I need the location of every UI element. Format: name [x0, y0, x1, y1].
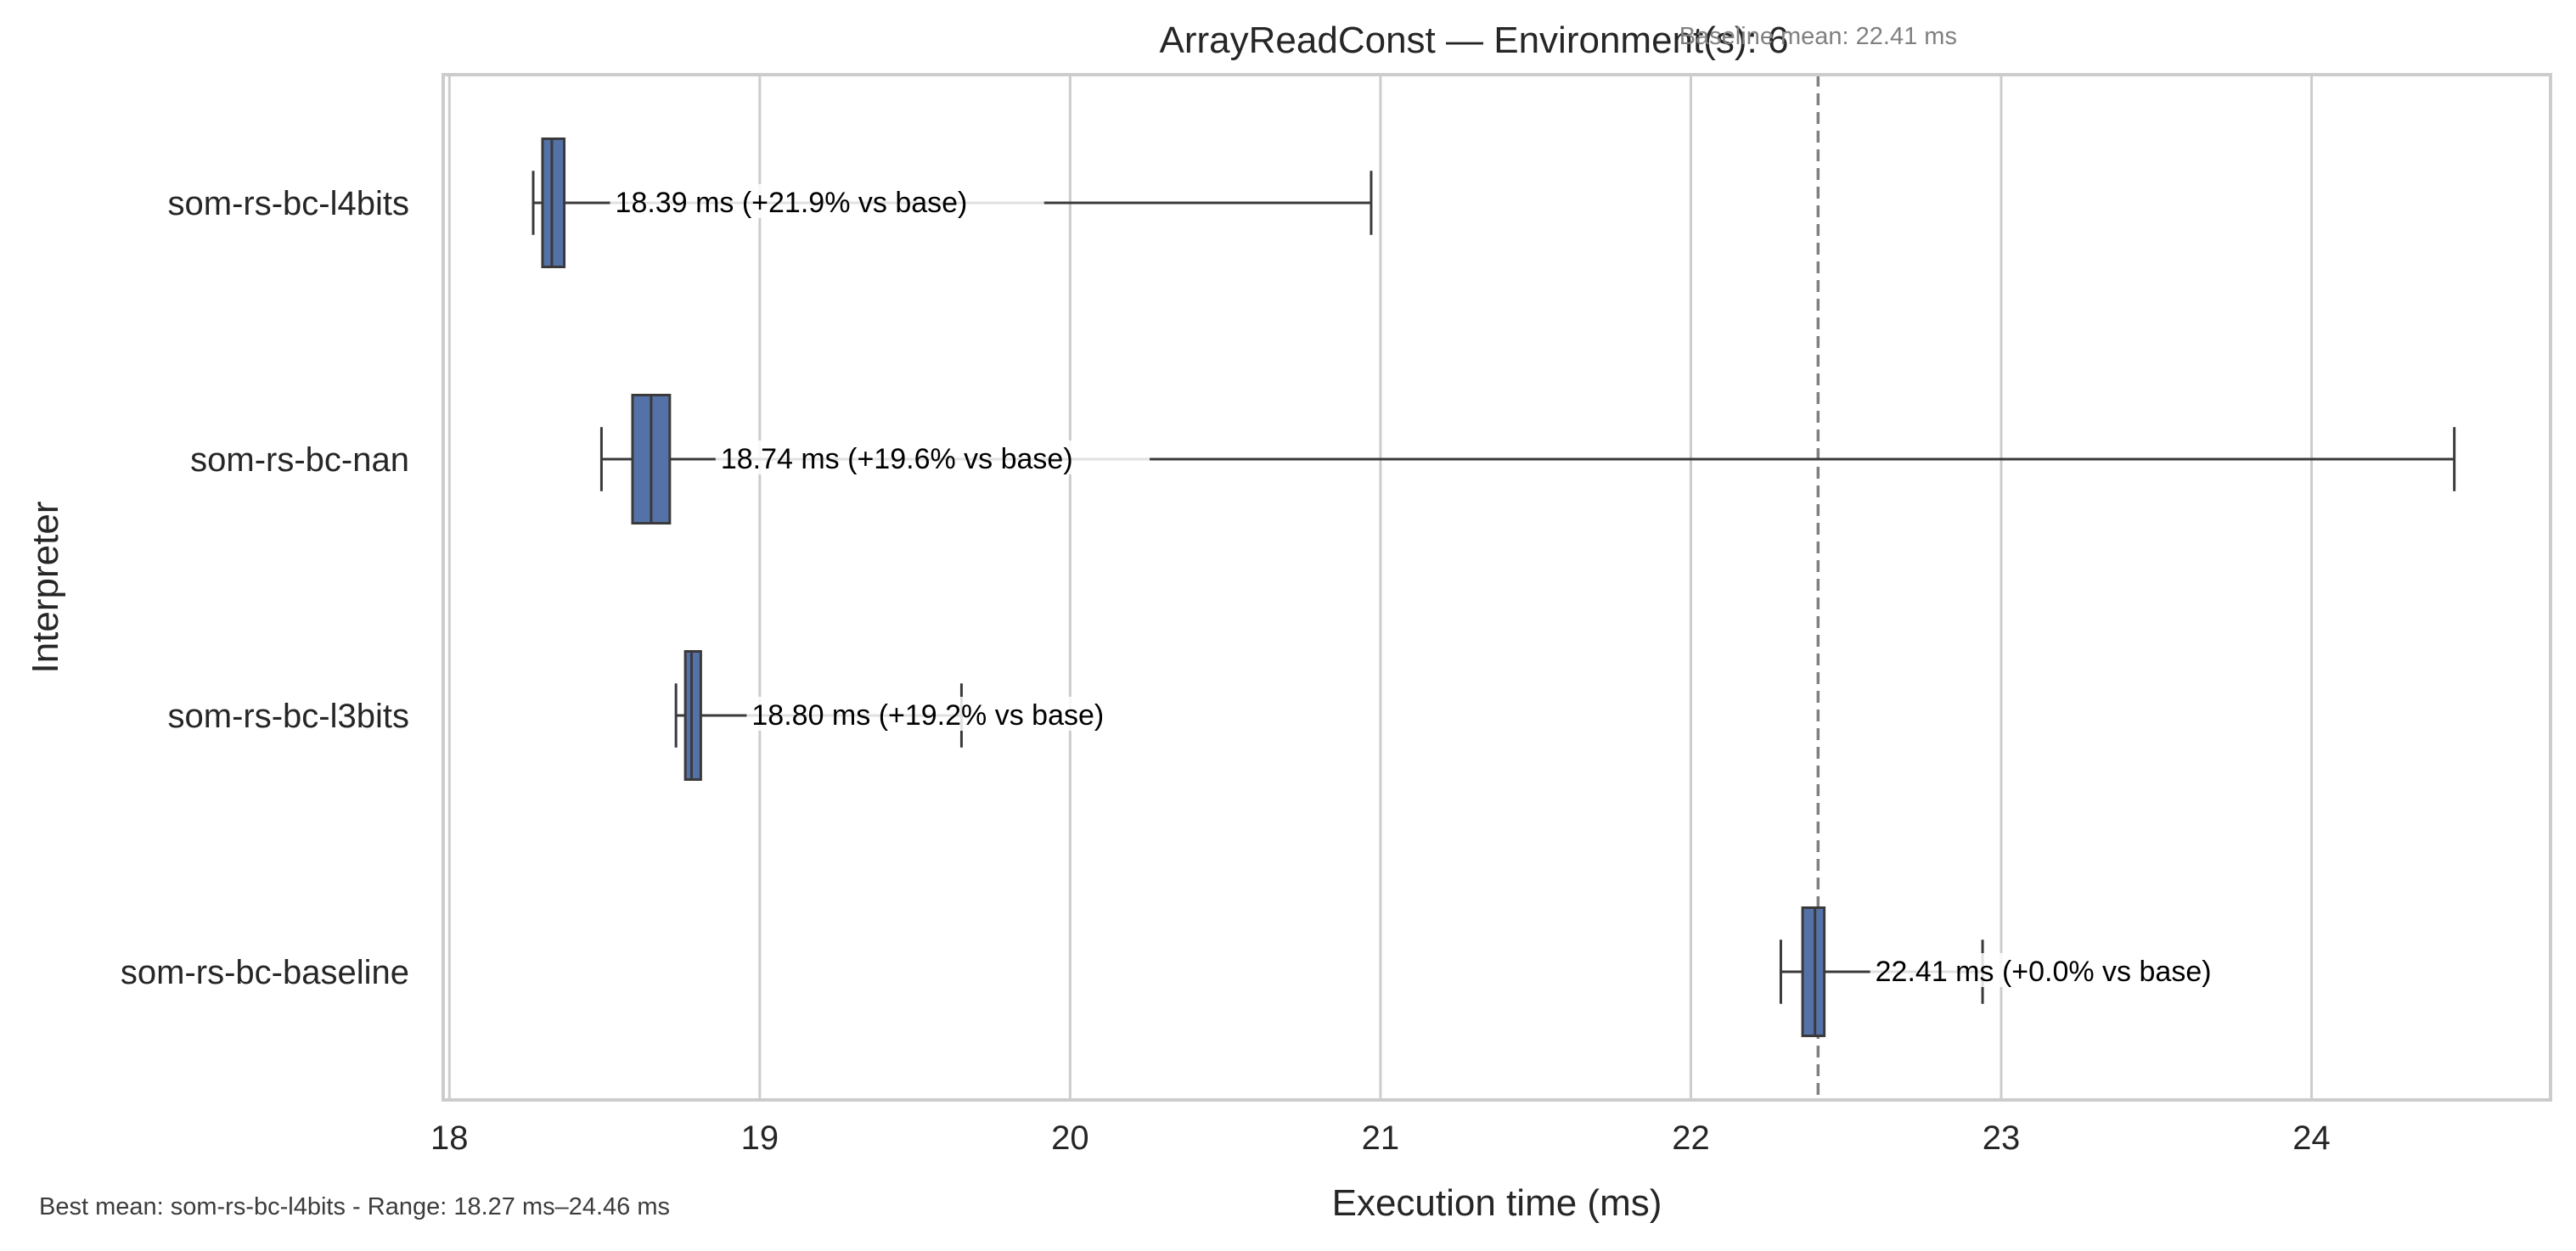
x-axis-label: Execution time (ms) [1332, 1182, 1662, 1224]
y-tick-label-som-rs-bc-nan: som-rs-bc-nan [190, 441, 409, 479]
iqr-box [541, 137, 566, 268]
box-group-som-rs-bc-baseline: 22.41 ms (+0.0% vs base) [1779, 906, 2288, 1037]
x-tick-label-22: 22 [1672, 1119, 1710, 1157]
baseline-label: Baseline mean: 22.41 ms [1679, 23, 1957, 50]
iqr-box [1801, 906, 1826, 1037]
y-tick-label-som-rs-bc-l3bits: som-rs-bc-l3bits [168, 698, 409, 735]
y-tick-label-som-rs-bc-l4bits: som-rs-bc-l4bits [168, 185, 409, 222]
y-tick-labels: som-rs-bc-l4bits som-rs-bc-nan som-rs-bc-l… [121, 185, 409, 991]
data-label: 22.41 ms (+0.0% vs base) [1876, 956, 2212, 988]
x-tick-label-18: 18 [430, 1119, 469, 1157]
data-label: 18.39 ms (+21.9% vs base) [616, 187, 968, 219]
plot-frame [442, 73, 2552, 1102]
x-tick-label-23: 23 [1983, 1119, 2021, 1157]
x-tick-labels: 18 19 20 21 22 23 24 [430, 1119, 2331, 1157]
data-label-bg [1870, 953, 2288, 987]
x-tick-label-21: 21 [1362, 1119, 1400, 1157]
box-group-som-rs-bc-l4bits: 18.39 ms (+21.9% vs base) [532, 137, 1373, 268]
y-tick-label-som-rs-bc-baseline: som-rs-bc-baseline [121, 954, 409, 991]
data-label-bg [610, 184, 1044, 218]
summary-footnote: Best mean: som-rs-bc-l4bits - Range: 18.… [39, 1193, 671, 1220]
data-label: 18.80 ms (+19.2% vs base) [751, 699, 1104, 732]
x-tick-label-24: 24 [2292, 1119, 2331, 1157]
chart-title: ArrayReadConst — Environment(s): 6 [1160, 20, 1789, 61]
data-label-bg [715, 440, 1150, 474]
x-tick-label-19: 19 [741, 1119, 779, 1157]
grid-lines [447, 75, 2314, 1100]
boxes-layer: 18.39 ms (+21.9% vs base) 18.74 ms (+19.6… [532, 137, 2456, 1037]
x-tick-label-20: 20 [1051, 1119, 1089, 1157]
data-label: 18.74 ms (+19.6% vs base) [721, 443, 1073, 475]
data-label-bg [746, 697, 1181, 731]
iqr-box [683, 650, 702, 781]
box-group-som-rs-bc-l3bits: 18.80 ms (+19.2% vs base) [674, 650, 1181, 781]
y-axis-label: Interpreter [25, 502, 66, 674]
box-group-som-rs-bc-nan: 18.74 ms (+19.6% vs base) [599, 394, 2456, 525]
